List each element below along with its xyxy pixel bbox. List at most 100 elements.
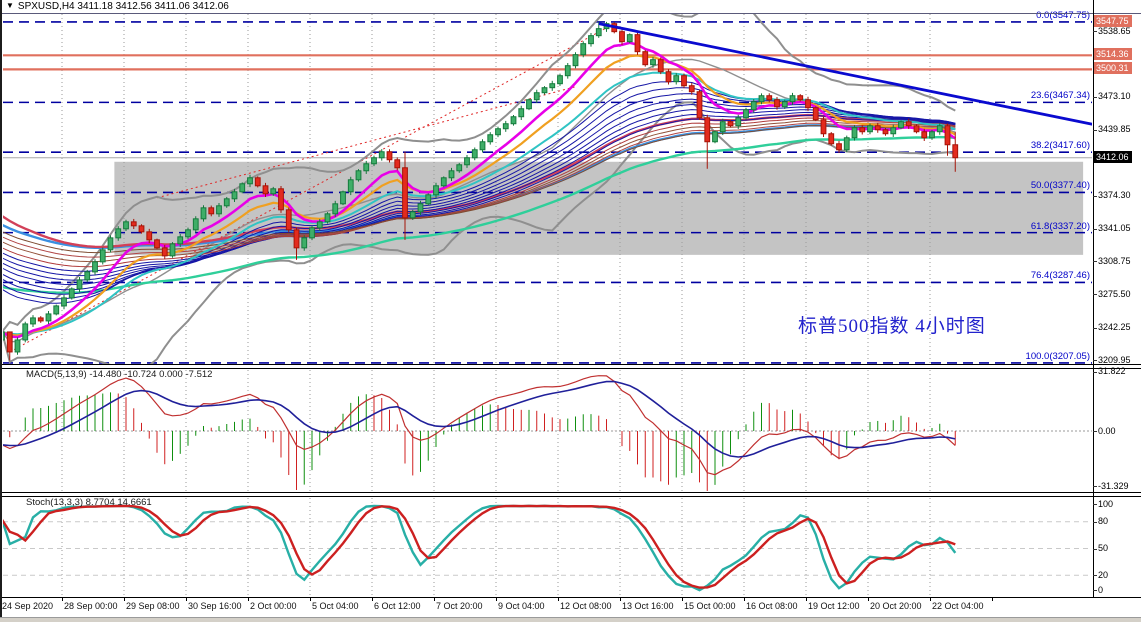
- candle-bearish: [905, 121, 912, 127]
- candle-bullish: [890, 127, 897, 135]
- candle-bullish: [22, 323, 29, 341]
- candle-bearish: [278, 188, 284, 211]
- ema-fan-46: [3, 109, 956, 281]
- candle-bullish: [464, 157, 470, 166]
- time-tick-mark: [62, 598, 63, 601]
- stoch-tick-mark: [1093, 521, 1097, 523]
- candle-bearish: [657, 59, 664, 73]
- candle-bullish: [192, 218, 199, 231]
- candle-bullish: [502, 123, 509, 130]
- symbol-dropdown-icon[interactable]: ▼: [6, 1, 14, 10]
- candle-bearish: [619, 31, 625, 43]
- candle-bullish: [495, 128, 501, 136]
- ema-fan-58: [3, 117, 956, 268]
- date-label: 30 Sep 16:00: [188, 601, 242, 611]
- time-tick-mark: [434, 598, 435, 601]
- stoch-tick-mark: [1093, 548, 1097, 550]
- candle-bullish: [371, 157, 377, 165]
- date-label: 13 Oct 16:00: [622, 601, 674, 611]
- time-tick-mark: [806, 598, 807, 601]
- candle-bearish: [293, 229, 300, 249]
- candle-bearish: [797, 95, 804, 101]
- price-tick-mark: [1093, 294, 1097, 296]
- candle-bullish: [239, 183, 246, 193]
- macd-pane[interactable]: [2, 375, 1092, 494]
- stoch-pane[interactable]: [2, 504, 1092, 592]
- macd-stoch-divider[interactable]: [0, 492, 1141, 497]
- down-trendline[interactable]: [598, 22, 1095, 126]
- candle-bullish: [572, 54, 579, 67]
- candle-bearish: [394, 159, 401, 169]
- candle-bullish: [14, 339, 21, 353]
- candle-bearish: [6, 331, 13, 353]
- candle-bullish: [107, 237, 114, 251]
- candle-bullish: [549, 83, 556, 89]
- price-tick-label: 3473.10: [1098, 91, 1131, 102]
- price-tick-label: 3209.95: [1098, 354, 1131, 365]
- candle-bullish: [448, 170, 455, 179]
- price-axis-border: [1093, 0, 1094, 598]
- candle-bearish: [262, 185, 269, 195]
- candle-bullish: [526, 99, 532, 110]
- date-label: 29 Sep 08:00: [126, 601, 180, 611]
- time-tick-mark: [372, 598, 373, 601]
- macd-line: [3, 375, 956, 476]
- candle-bullish: [533, 92, 540, 101]
- main-pane[interactable]: [0, 0, 1095, 369]
- candle-bullish: [580, 43, 587, 56]
- candle-bullish: [781, 101, 788, 108]
- candle-bullish: [712, 131, 718, 143]
- candle-bearish: [696, 91, 703, 119]
- candle-bullish: [340, 191, 346, 205]
- bollinger-lower: [3, 101, 956, 364]
- candle-bullish: [378, 151, 385, 159]
- price-tick-mark: [1093, 228, 1097, 230]
- candle-bullish: [177, 236, 184, 245]
- main-macd-divider[interactable]: [0, 364, 1141, 369]
- date-label: 2 Oct 00:00: [250, 601, 297, 611]
- candle-bullish: [84, 271, 91, 281]
- date-label: 22 Oct 04:00: [932, 601, 984, 611]
- date-label: 5 Oct 04:00: [312, 601, 359, 611]
- fib-label: 23.6(3467.34): [1030, 90, 1090, 102]
- candle-bearish: [386, 151, 393, 161]
- ema-fan-70: [3, 125, 956, 254]
- chart-title: SPXUSD,H4 3411.18 3412.56 3411.06 3412.0…: [17, 1, 229, 12]
- candle-bullish: [758, 95, 765, 103]
- time-tick-mark: [248, 598, 249, 601]
- stoch-tick-mark: [1093, 590, 1097, 591]
- candle-bullish: [115, 228, 122, 239]
- candle-bullish: [247, 177, 253, 185]
- support-zone-layer: [114, 161, 1084, 255]
- candle-bullish: [409, 211, 416, 219]
- candle-bearish: [836, 143, 842, 151]
- time-tick-mark: [310, 598, 311, 601]
- candle-bearish: [665, 71, 672, 83]
- stoch-tick-label: 0: [1098, 584, 1104, 595]
- price-tick-mark: [1093, 96, 1097, 98]
- candle-bullish: [541, 87, 548, 94]
- candle-bearish: [820, 119, 827, 135]
- ema-fan-50: [3, 111, 956, 277]
- up-trendline-inner[interactable]: [156, 86, 576, 199]
- chart-annotation: 标普500指数 4小时图: [798, 316, 986, 337]
- price-tick-label: 3341.05: [1098, 223, 1131, 234]
- candle-bullish: [68, 288, 75, 299]
- time-tick-mark: [992, 598, 993, 601]
- ema-fast-8: [3, 41, 957, 339]
- candle-bullish: [867, 125, 873, 133]
- candle-bullish: [471, 149, 478, 159]
- candle-bullish: [898, 121, 904, 129]
- candle-bearish: [859, 127, 866, 133]
- candle-bullish: [76, 279, 83, 290]
- date-label: 20 Oct 20:00: [870, 601, 922, 611]
- candle-bullish: [30, 317, 36, 325]
- candle-bearish: [828, 133, 835, 145]
- price-tick-label: 3308.75: [1098, 255, 1131, 266]
- date-label: 16 Oct 08:00: [746, 601, 798, 611]
- candle-bullish: [510, 116, 517, 125]
- candle-bearish: [874, 125, 881, 131]
- candle-bearish: [130, 221, 137, 227]
- ema-fan-54: [3, 114, 956, 272]
